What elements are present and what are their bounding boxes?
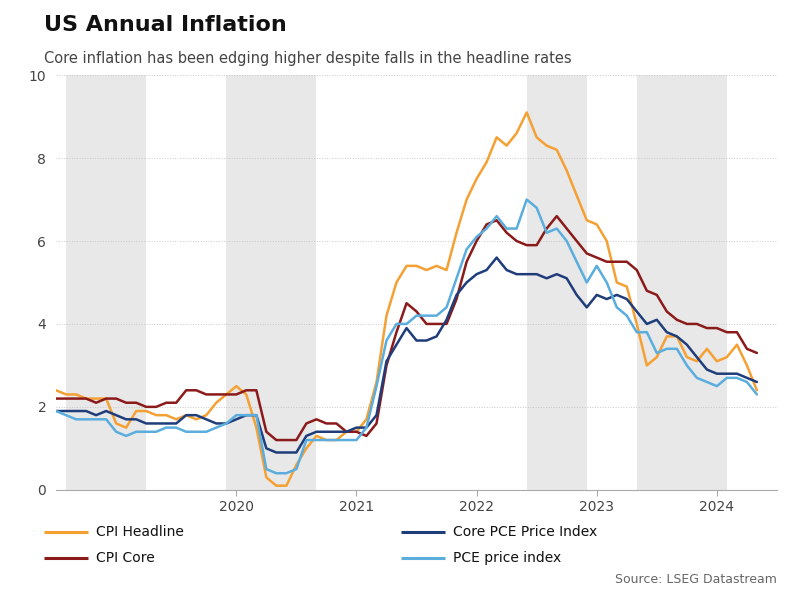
Text: CPI Core: CPI Core bbox=[96, 551, 155, 565]
Bar bbox=[637, 75, 727, 490]
Text: Source: LSEG Datastream: Source: LSEG Datastream bbox=[615, 573, 777, 586]
Text: Core inflation has been edging higher despite falls in the headline rates: Core inflation has been edging higher de… bbox=[44, 51, 572, 66]
Bar bbox=[66, 75, 147, 490]
Text: CPI Headline: CPI Headline bbox=[96, 525, 184, 539]
Text: PCE price index: PCE price index bbox=[453, 551, 561, 565]
Text: US Annual Inflation: US Annual Inflation bbox=[44, 15, 287, 35]
Text: Core PCE Price Index: Core PCE Price Index bbox=[453, 525, 597, 539]
Bar bbox=[227, 75, 316, 490]
Bar bbox=[527, 75, 587, 490]
